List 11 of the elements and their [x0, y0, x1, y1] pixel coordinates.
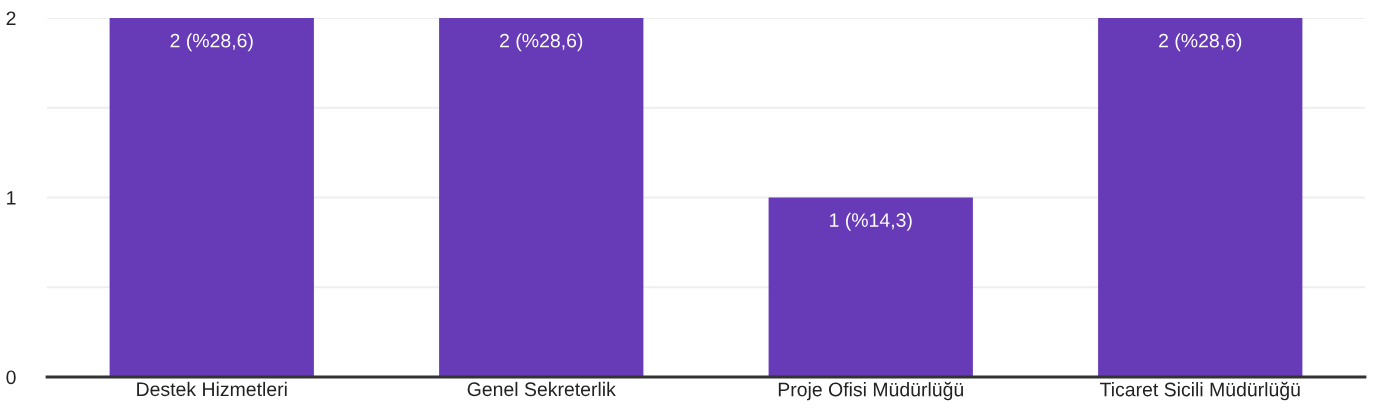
y-tick-label: 2 — [6, 11, 16, 26]
x-tick-label: Ticaret Sicili Müdürlüğü — [1100, 381, 1300, 401]
y-tick-label: 0 — [6, 370, 16, 385]
x-tick-label: Proje Ofisi Müdürlüğü — [778, 381, 963, 401]
x-tick-label: Genel Sekreterlik — [467, 381, 616, 397]
y-tick-label: 1 — [7, 191, 16, 205]
data-label: 2 (%28,6) — [170, 33, 253, 52]
data-label: 2 (%28,6) — [1159, 33, 1242, 52]
x-tick-label: Destek Hizmetleri — [137, 381, 287, 397]
data-label: 1 (%14,3) — [830, 212, 912, 231]
data-label: 2 (%28,6) — [500, 33, 583, 52]
